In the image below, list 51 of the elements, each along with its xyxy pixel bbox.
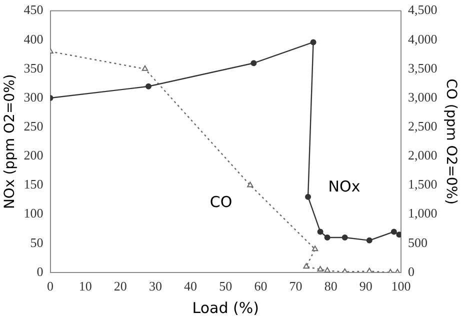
y-tick-label: 50 [30, 234, 44, 250]
y2-tick-label: 2,500 [408, 118, 438, 134]
y-tick-label: 400 [24, 31, 44, 46]
y2-tick-label: 0 [408, 264, 414, 279]
x-tick-label: 90 [359, 278, 372, 294]
x-tick-label: 70 [289, 278, 302, 294]
y-axis-title: NOx (ppm O2=0%) [2, 74, 18, 210]
y-tick-label: 100 [24, 206, 44, 221]
point [145, 83, 152, 90]
point [312, 246, 318, 252]
x-tick-label: 30 [148, 278, 162, 294]
y2-tick-label: 2,000 [408, 148, 438, 163]
point [324, 234, 330, 241]
y2-tick-label: 4,000 [408, 31, 438, 46]
x-tick-label: 40 [184, 278, 198, 294]
y-tick-label: 150 [24, 176, 44, 192]
y-tick-label: 300 [24, 89, 44, 104]
point [390, 228, 397, 235]
x-tick-label: 20 [114, 278, 127, 294]
series-label: NOx [328, 178, 360, 196]
x-tick-label: 60 [254, 278, 268, 294]
y2-tick-label: 3,000 [408, 89, 438, 104]
series-label: CO [210, 193, 232, 212]
y2-tick-label: 500 [408, 234, 428, 250]
point [303, 263, 310, 269]
y2-axis-title: CO (ppm O2=0%) [442, 78, 459, 205]
point [250, 60, 257, 66]
point [247, 182, 254, 188]
x-tick-label: 80 [324, 278, 338, 294]
y2-tick-label: 1,000 [408, 206, 438, 221]
point [310, 39, 316, 46]
point [305, 194, 312, 200]
point [317, 228, 324, 235]
y-tick-label: 450 [24, 2, 44, 18]
point [342, 234, 348, 241]
x-axis-title: Load (%) [192, 298, 259, 317]
point [317, 266, 324, 272]
point [366, 237, 372, 244]
point [142, 65, 148, 71]
x-tick-label: 0 [47, 278, 54, 294]
y2-tick-label: 4,500 [408, 2, 438, 18]
y-tick-label: 200 [24, 148, 44, 163]
y2-tick-label: 3,500 [408, 60, 438, 76]
x-tick-label: 50 [219, 278, 232, 294]
y2-tick-label: 1,500 [408, 176, 438, 192]
y-tick-label: 0 [36, 264, 44, 279]
x-tick-label: 100 [391, 278, 411, 294]
x-tick-label: 10 [78, 278, 92, 294]
point [396, 232, 401, 238]
y-tick-label: 350 [24, 60, 44, 76]
y-tick-label: 250 [24, 118, 44, 134]
